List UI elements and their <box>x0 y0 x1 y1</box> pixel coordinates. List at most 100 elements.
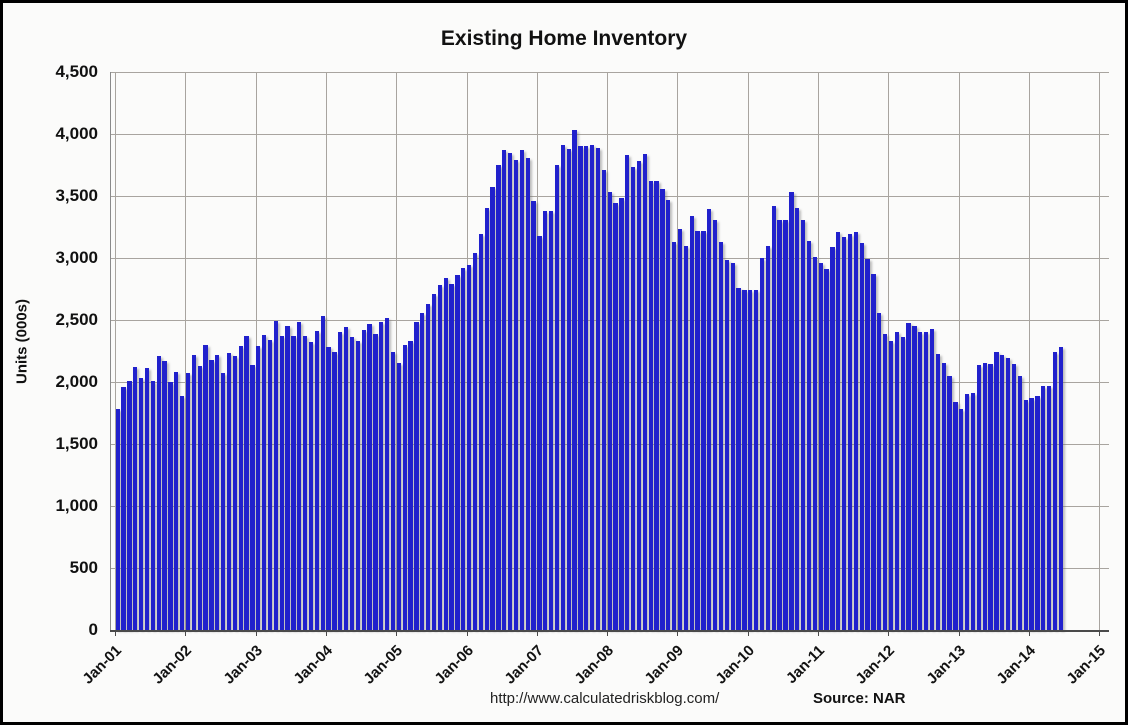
inventory-bar <box>742 289 747 630</box>
chart-title: Existing Home Inventory <box>440 27 688 50</box>
inventory-bar <box>970 393 976 630</box>
y-tick-label: 1,000 <box>55 496 98 515</box>
v-gridline <box>185 72 187 630</box>
y-tick-label: 2,500 <box>55 310 98 329</box>
inventory-bar <box>461 267 466 630</box>
inventory-bar <box>449 284 454 630</box>
inventory-bar <box>367 323 372 630</box>
inventory-bar <box>765 245 771 630</box>
inventory-bar <box>566 148 571 630</box>
x-tick-label: Jan-01 <box>79 642 126 688</box>
x-tickmark <box>185 630 187 636</box>
inventory-bar <box>203 344 208 630</box>
inventory-bar <box>777 219 782 630</box>
inventory-bar <box>220 373 226 630</box>
inventory-bar <box>713 219 718 630</box>
inventory-bar <box>994 352 999 630</box>
inventory-bar <box>349 337 355 630</box>
inventory-bar <box>425 303 431 630</box>
inventory-bar <box>619 198 624 630</box>
x-tickmark <box>396 630 398 636</box>
x-tickmark <box>607 630 609 636</box>
inventory-bar <box>560 144 566 630</box>
inventory-bar <box>572 130 577 630</box>
inventory-bar <box>1023 399 1028 630</box>
inventory-bar <box>396 362 401 630</box>
x-tickmark <box>1028 630 1030 636</box>
x-tickmark <box>536 630 538 636</box>
inventory-bar <box>502 150 507 630</box>
inventory-bar <box>226 353 232 630</box>
inventory-bar <box>906 323 911 630</box>
inventory-bar <box>771 205 776 630</box>
inventory-bar <box>402 344 407 630</box>
inventory-bar <box>490 186 495 630</box>
inventory-bar <box>256 346 261 630</box>
inventory-bar <box>302 336 308 630</box>
y-tick-label: 3,000 <box>55 248 98 267</box>
inventory-bar <box>150 380 155 630</box>
inventory-bar <box>1000 355 1005 630</box>
x-tickmark <box>115 630 116 636</box>
x-tick-label: Jan-03 <box>219 642 266 688</box>
inventory-bar <box>677 229 683 630</box>
v-gridline <box>958 72 960 630</box>
inventory-bar <box>338 332 343 630</box>
inventory-bar <box>660 188 665 630</box>
inventory-bar <box>127 380 132 630</box>
inventory-bar <box>355 341 360 630</box>
inventory-bar <box>988 364 993 630</box>
inventory-bar <box>531 200 536 630</box>
inventory-bar <box>601 169 607 630</box>
inventory-bar <box>414 322 419 630</box>
inventory-bar <box>373 333 378 630</box>
inventory-bar <box>701 230 706 630</box>
y-tick-label: 2,000 <box>55 372 98 391</box>
inventory-bar <box>789 192 794 630</box>
y-tick-label: 3,500 <box>55 186 98 205</box>
inventory-bar <box>250 364 255 630</box>
footer-source: Source: NAR <box>813 690 906 707</box>
inventory-bar <box>707 209 712 630</box>
inventory-bar <box>595 148 601 630</box>
x-tickmark <box>255 630 257 636</box>
inventory-bar <box>537 235 542 630</box>
inventory-bar <box>783 219 788 630</box>
x-tickmark <box>325 630 327 636</box>
inventory-bar <box>672 241 677 630</box>
inventory-bar <box>267 339 273 630</box>
inventory-bar <box>912 326 917 630</box>
inventory-bar <box>795 208 800 630</box>
inventory-bar <box>185 373 191 630</box>
inventory-bar <box>818 262 823 630</box>
v-gridline <box>1028 72 1030 630</box>
y-tick-label: 0 <box>88 620 98 639</box>
inventory-bar <box>437 285 442 630</box>
inventory-bar <box>654 181 659 630</box>
inventory-bar <box>543 210 548 630</box>
inventory-bar <box>689 215 694 630</box>
inventory-bar <box>273 321 278 630</box>
x-tickmark <box>888 630 890 636</box>
inventory-bar <box>384 317 390 630</box>
inventory-bar <box>1029 397 1034 630</box>
y-tick-label: 500 <box>69 558 98 577</box>
inventory-bar <box>853 231 858 630</box>
x-axis-line <box>110 630 1109 632</box>
inventory-bar <box>941 362 946 630</box>
inventory-bar <box>156 355 161 630</box>
inventory-bar <box>174 372 179 630</box>
inventory-bar <box>578 145 583 630</box>
inventory-bar <box>923 332 929 630</box>
inventory-bar <box>1052 352 1058 630</box>
inventory-bar <box>894 332 899 630</box>
inventory-bar <box>455 275 460 630</box>
inventory-bar <box>859 243 864 630</box>
x-tick-label: Jan-15 <box>1063 642 1110 688</box>
inventory-bar <box>472 253 478 630</box>
plot-area: 4,500 4,000 3,500 3,000 2,500 2,000 1,500 1,000… <box>3 3 1125 722</box>
x-tick-label: Jan-04 <box>290 642 336 688</box>
inventory-bar <box>285 326 290 630</box>
inventory-bar <box>888 341 894 630</box>
inventory-bar <box>800 219 806 630</box>
